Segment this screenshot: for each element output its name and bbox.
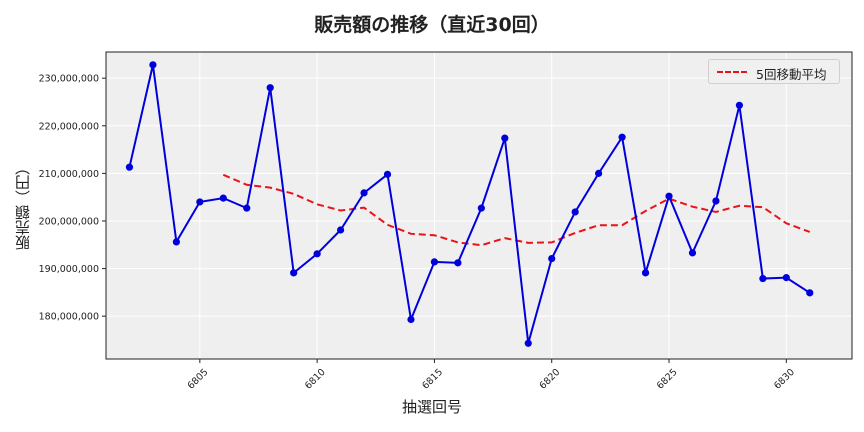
y-tick-label: 180,000,000 — [39, 312, 99, 323]
sales-data-point — [172, 238, 180, 246]
sales-data-point — [759, 274, 767, 283]
sales-data-point — [595, 169, 603, 177]
sales-data-point — [618, 133, 626, 141]
sales-line — [128, 64, 811, 344]
x-tick-label: 6830 — [772, 367, 797, 392]
x-tick-label: 6825 — [655, 367, 680, 392]
x-tick-label: 6820 — [538, 367, 563, 392]
sales-data-point — [806, 289, 814, 297]
sales-data-point — [571, 208, 579, 216]
x-axis-label: 抽選回号 — [401, 398, 462, 416]
x-tick-label: 6815 — [420, 367, 445, 392]
sales-data-point — [454, 259, 462, 267]
sales-data-point — [665, 192, 673, 200]
sales-data-point — [712, 197, 720, 205]
dashed-line-legend-icon — [717, 71, 747, 73]
sales-data-point — [524, 339, 532, 347]
sales-data-point — [196, 198, 204, 206]
y-tick-label: 230,000,000 — [39, 74, 99, 85]
y-tick-label: 210,000,000 — [39, 169, 99, 180]
x-tick-label: 6805 — [186, 367, 211, 392]
legend: 5回移動平均 — [708, 59, 840, 84]
y-tick-label: 190,000,000 — [39, 264, 99, 275]
sales-data-point — [548, 254, 556, 263]
sales-data-point — [383, 170, 392, 178]
y-tick-label: 200,000,000 — [39, 216, 99, 227]
sales-data-point — [290, 269, 298, 277]
sales-data-point — [430, 258, 439, 266]
sales-data-point — [149, 61, 157, 69]
chart-title: 販売額の推移（直近30回） — [314, 14, 550, 36]
sales-data-point — [360, 189, 368, 197]
sales-data-point — [219, 194, 227, 202]
legend-label-moving-average: 5回移動平均 — [756, 67, 827, 82]
x-axis-ticks: 6805 6810 6815 6820 6825 6830 — [186, 359, 797, 392]
sales-data-point — [782, 274, 790, 282]
sales-data-point — [735, 101, 743, 109]
sales-data-point — [243, 204, 251, 212]
sales-data-point — [688, 249, 697, 257]
y-axis-ticks: 180,000,000 190,000,000 200,000,000 210,000… — [39, 74, 106, 323]
sales-data-point — [266, 84, 274, 92]
y-tick-label: 220,000,000 — [39, 121, 99, 132]
sales-series — [125, 61, 814, 347]
sales-data-point — [313, 250, 321, 258]
sales-data-point — [125, 163, 134, 171]
sales-data-point — [336, 226, 345, 234]
sales-data-point — [477, 204, 485, 212]
x-tick-label: 6810 — [303, 367, 328, 392]
sales-data-point — [641, 269, 650, 277]
sales-data-point — [501, 134, 509, 142]
plot-frame — [105, 51, 853, 360]
sales-data-point — [407, 315, 415, 324]
